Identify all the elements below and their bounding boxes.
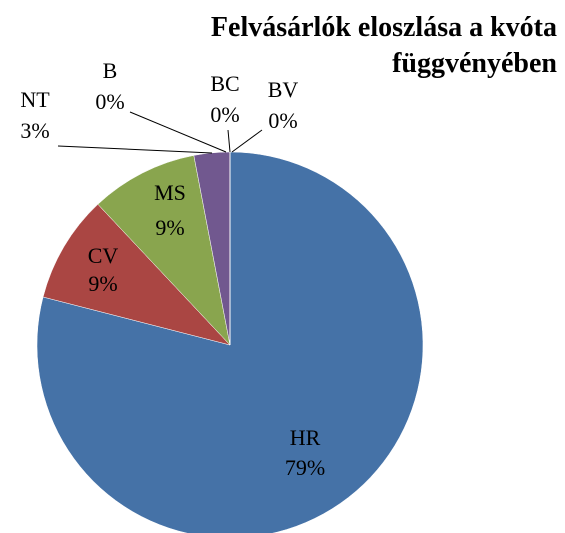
data-label-name: MS	[154, 180, 186, 205]
leader-line	[231, 129, 263, 153]
leader-line	[227, 129, 231, 153]
data-label-name: BV	[268, 77, 299, 102]
data-label-value: 3%	[20, 118, 49, 143]
data-label-name: BC	[210, 71, 239, 96]
data-label-value: 9%	[88, 271, 117, 296]
data-label-value: 0%	[210, 102, 239, 127]
data-label-value: 79%	[285, 455, 325, 480]
pie-slice	[36, 151, 424, 533]
data-label-value: 0%	[95, 89, 124, 114]
data-label-name: B	[103, 58, 118, 83]
data-label-value: 0%	[268, 108, 297, 133]
chart-title: Felvásárlók eloszlása a kvóta függvényéb…	[210, 12, 557, 79]
pie-slice	[97, 155, 231, 346]
data-label-name: CV	[88, 243, 119, 268]
data-label-value: 9%	[155, 215, 184, 240]
pie-slice	[42, 203, 231, 346]
data-label-name: HR	[290, 425, 321, 450]
leader-line	[57, 145, 213, 154]
leader-line	[129, 111, 227, 153]
data-label-name: NT	[20, 87, 50, 112]
